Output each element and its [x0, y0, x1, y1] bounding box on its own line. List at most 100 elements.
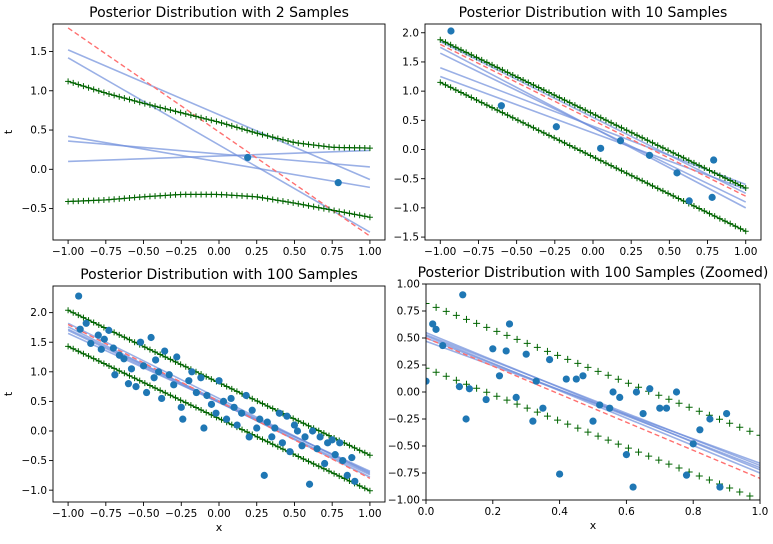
- sample-point: [706, 415, 714, 423]
- y-tick-label: 0.0: [30, 164, 47, 176]
- sample-point: [710, 156, 718, 164]
- sample-point: [308, 427, 317, 435]
- sample-point: [215, 377, 223, 385]
- sample-point: [465, 385, 474, 393]
- band-lower-marker: [584, 428, 592, 436]
- sample-point: [233, 421, 241, 429]
- band-lower-marker: [493, 392, 501, 400]
- sample-point: [222, 415, 231, 423]
- y-tick-label: 0.5: [402, 115, 419, 127]
- sample-point: [203, 391, 211, 400]
- chart-title: Posterior Distribution with 100 Samples: [80, 267, 358, 283]
- x-tick-label: −0.75: [90, 246, 122, 258]
- sample-point: [170, 381, 178, 389]
- band-lower-marker: [426, 364, 430, 372]
- sample-point: [351, 477, 359, 485]
- sample-point: [622, 451, 631, 459]
- sample-point: [334, 179, 342, 187]
- band-lower-curve: [440, 81, 746, 232]
- sample-point: [482, 395, 490, 404]
- band-upper-marker: [543, 347, 551, 355]
- band-upper-marker: [513, 335, 521, 343]
- y-tick-label: 1.5: [30, 46, 47, 58]
- x-tick-label: −0.25: [539, 246, 571, 258]
- sample-point: [271, 424, 279, 432]
- x-tick-label: 0.00: [581, 246, 604, 258]
- sample-point: [616, 393, 624, 401]
- sample-point: [616, 137, 625, 145]
- sample-point: [177, 403, 185, 411]
- band-lower-marker: [604, 436, 612, 444]
- sample-point: [682, 471, 691, 479]
- sample-point: [339, 456, 347, 465]
- band-lower: [426, 364, 760, 500]
- sample-point: [639, 410, 647, 418]
- sample-point: [505, 320, 514, 328]
- sample-point: [105, 326, 113, 334]
- sample-point: [696, 426, 704, 434]
- band-upper-marker: [462, 315, 470, 323]
- posterior-line-5: [68, 149, 370, 163]
- sample-point: [489, 345, 497, 353]
- subplot-2-samples: −1.00 −0.75 −0.50 −0.25 0.00 0.25 0.50 0.75 1.00…: [2, 5, 386, 258]
- band-lower-marker: [483, 388, 491, 396]
- sample-point: [596, 401, 604, 409]
- x-tick-label: 0.75: [320, 508, 343, 520]
- sample-point: [447, 27, 455, 35]
- band-lower-marker: [655, 456, 663, 464]
- x-tick-label: −0.50: [127, 246, 159, 258]
- x-tick-label: 0.8: [685, 506, 702, 518]
- sample-point: [562, 375, 570, 383]
- sample-point: [331, 451, 339, 459]
- sample-point: [685, 197, 693, 205]
- sample-point: [606, 404, 614, 412]
- y-tick-label: 0.0: [30, 426, 47, 438]
- sample-point: [716, 483, 724, 491]
- sample-point: [275, 409, 283, 417]
- sample-point: [155, 368, 163, 376]
- sample-point: [579, 372, 587, 380]
- sample-point: [708, 193, 716, 201]
- band-lower-marker: [594, 432, 602, 440]
- posterior-line-5: [426, 334, 760, 467]
- sample-point: [76, 325, 84, 333]
- band-upper-marker: [523, 339, 531, 347]
- sample-point: [462, 415, 470, 423]
- sample-point: [147, 333, 155, 342]
- x-tick-label: 0.00: [207, 246, 230, 258]
- band-lower-curve: [68, 193, 371, 218]
- x-tick-label: 0.75: [696, 246, 719, 258]
- band-upper-marker: [493, 327, 501, 335]
- sample-point: [656, 404, 664, 412]
- band-upper-marker: [564, 355, 572, 363]
- band-lower-marker: [503, 396, 511, 404]
- x-tick-label: 0.25: [245, 246, 268, 258]
- x-tick-label: 0.25: [619, 246, 642, 258]
- band-lower: [437, 79, 749, 235]
- band-upper-marker: [675, 399, 683, 407]
- sample-point: [227, 394, 235, 403]
- y-tick-label: 1.0: [30, 85, 47, 97]
- posterior-line-3: [439, 52, 747, 203]
- band-lower-marker: [462, 380, 470, 388]
- subplot-100-samples: −1.00 −0.75 −0.50 −0.25 0.00 0.25 0.50 0.75 1.00…: [2, 267, 386, 534]
- x-tick-label: 0.6: [618, 506, 635, 518]
- y-tick-label: −0.5: [22, 203, 48, 215]
- x-tick-label: 1.00: [358, 508, 381, 520]
- sample-point: [495, 372, 504, 380]
- x-tick-label: −0.25: [165, 246, 197, 258]
- sample-point: [455, 383, 463, 391]
- band-lower-marker: [624, 444, 632, 452]
- sample-point: [192, 388, 200, 397]
- sample-point: [82, 319, 90, 327]
- sample-point: [645, 151, 654, 159]
- y-tick-label: 2.0: [30, 307, 47, 319]
- posterior-line-4: [68, 140, 370, 168]
- band-upper-marker: [746, 427, 754, 435]
- x-tick-label: −0.75: [462, 246, 494, 258]
- sample-point: [179, 415, 187, 423]
- x-tick-label: −0.25: [165, 508, 197, 520]
- sample-point: [313, 445, 321, 453]
- true-line: [67, 27, 371, 237]
- band-lower-marker: [695, 472, 703, 480]
